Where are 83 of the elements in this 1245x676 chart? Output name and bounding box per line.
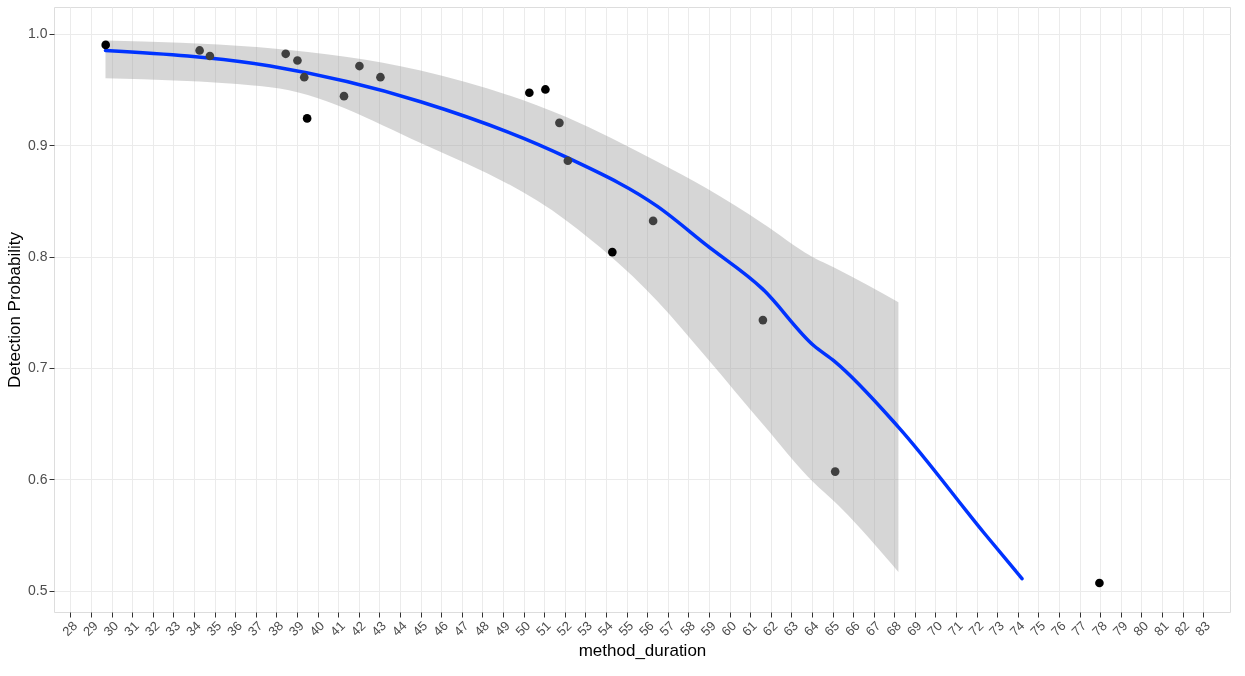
point xyxy=(376,72,385,82)
x-tick-label: 49 xyxy=(491,618,513,639)
point xyxy=(339,91,349,101)
x-tick-label: 53 xyxy=(574,618,596,639)
point xyxy=(830,467,840,476)
x-tick-label: 31 xyxy=(121,618,142,639)
x-tick-label: 30 xyxy=(100,618,122,639)
point xyxy=(541,85,550,94)
x-tick-label: 46 xyxy=(430,618,451,639)
x-tick-label: 44 xyxy=(388,618,410,639)
x-tick-label: 34 xyxy=(182,618,204,639)
x-tick-label: 29 xyxy=(79,618,101,639)
x-tick-label: 78 xyxy=(1089,618,1110,639)
x-tick-label: 56 xyxy=(636,618,657,639)
point xyxy=(293,56,302,65)
point xyxy=(1095,578,1104,588)
x-tick-label: 42 xyxy=(347,618,369,639)
point xyxy=(608,247,617,257)
x-tick-label: 47 xyxy=(450,618,472,639)
y-tick-label: 0.7 xyxy=(28,359,48,376)
x-tick-label: 43 xyxy=(368,618,390,639)
point xyxy=(555,118,564,128)
x-tick-label: 68 xyxy=(883,618,904,639)
x-tick-label: 83 xyxy=(1192,618,1213,639)
x-tick-label: 45 xyxy=(409,618,431,639)
x-tick-label: 28 xyxy=(59,618,81,639)
point xyxy=(355,61,364,71)
y-tick-label: 0.6 xyxy=(28,470,48,487)
x-tick-label: 79 xyxy=(1109,618,1131,639)
x-tick-label: 40 xyxy=(306,618,328,639)
x-tick-label: 54 xyxy=(594,618,616,639)
y-tick-label: 0.9 xyxy=(28,136,48,153)
x-tick-label: 50 xyxy=(512,618,534,639)
x-tick-label: 57 xyxy=(656,618,678,639)
x-tick-label: 39 xyxy=(285,618,307,639)
point xyxy=(195,46,204,55)
x-tick-label: 55 xyxy=(615,618,637,639)
x-tick-label: 66 xyxy=(841,618,863,639)
point xyxy=(101,40,111,50)
y-tick-label: 1.0 xyxy=(28,25,48,42)
x-tick-label: 60 xyxy=(718,618,740,639)
x-tick-label: 36 xyxy=(224,618,245,639)
x-tick-label: 37 xyxy=(244,618,266,639)
point xyxy=(299,72,309,82)
x-tick-label: 51 xyxy=(533,618,554,639)
y-tick-label: 0.8 xyxy=(28,248,48,265)
point xyxy=(563,156,573,166)
point xyxy=(525,88,534,98)
x-tick-label: 80 xyxy=(1130,618,1152,639)
x-tick-label: 70 xyxy=(924,618,946,639)
x-tick-label: 52 xyxy=(553,618,575,639)
x-tick-label: 71 xyxy=(944,618,966,639)
y-tick-label: 0.5 xyxy=(28,582,48,599)
point xyxy=(648,216,658,226)
x-tick-label: 38 xyxy=(265,618,287,639)
x-tick-label: 73 xyxy=(986,618,1007,639)
x-tick-label: 62 xyxy=(759,618,781,639)
x-tick-label: 67 xyxy=(862,618,884,639)
x-tick-label: 75 xyxy=(1027,618,1049,639)
point xyxy=(205,51,215,61)
y-axis-title: Detection Probability xyxy=(5,231,25,388)
x-tick-label: 59 xyxy=(697,618,719,639)
point xyxy=(302,114,312,123)
x-tick-label: 72 xyxy=(965,618,987,639)
point xyxy=(281,49,291,59)
x-tick-label: 65 xyxy=(821,618,843,639)
x-tick-label: 74 xyxy=(1006,618,1028,639)
x-tick-label: 33 xyxy=(162,618,184,639)
x-tick-label: 77 xyxy=(1068,618,1090,639)
x-tick-label: 61 xyxy=(738,618,760,639)
x-tick-label: 48 xyxy=(471,618,493,639)
x-axis-title: method_duration xyxy=(578,640,707,660)
x-tick-label: 81 xyxy=(1150,618,1172,639)
x-tick-label: 58 xyxy=(677,618,699,639)
x-tick-label: 82 xyxy=(1171,618,1193,639)
x-tick-label: 69 xyxy=(903,618,925,639)
x-tick-label: 35 xyxy=(203,618,225,639)
point xyxy=(758,315,768,325)
x-tick-label: 63 xyxy=(780,618,802,639)
x-tick-label: 32 xyxy=(141,618,163,639)
x-tick-label: 76 xyxy=(1047,618,1069,639)
x-tick-label: 41 xyxy=(327,618,348,639)
x-tick-label: 64 xyxy=(800,618,822,639)
